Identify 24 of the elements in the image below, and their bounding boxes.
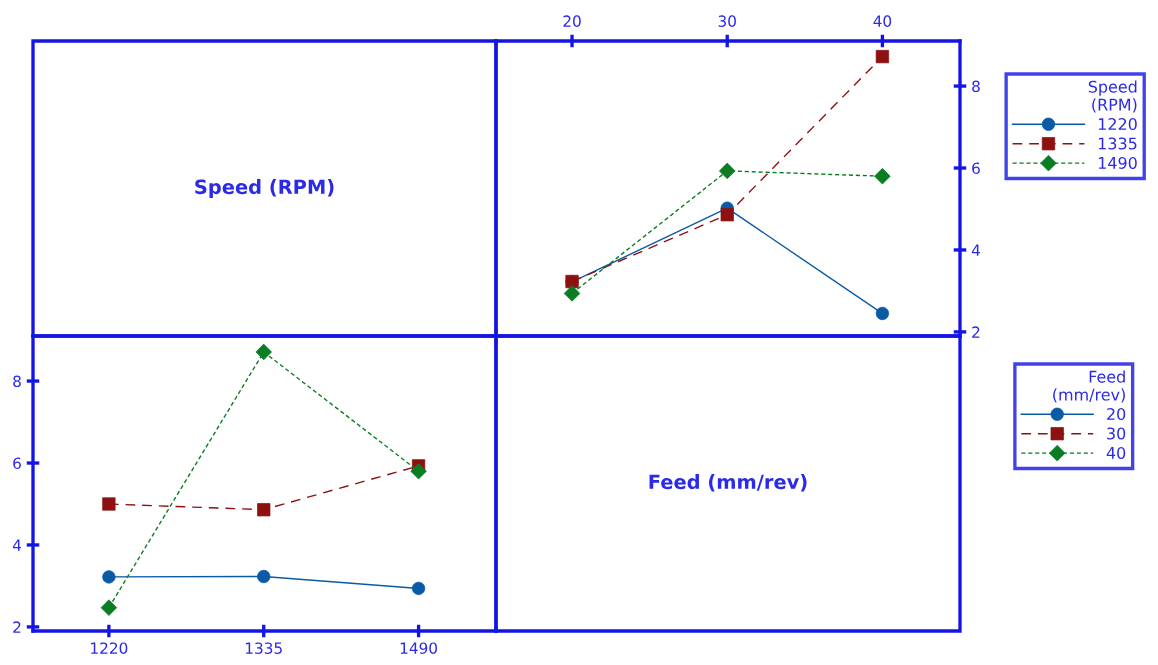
- y-tick-label: 6: [972, 162, 980, 175]
- legend-label: 20: [1107, 407, 1126, 421]
- legend-label: 1220: [1098, 117, 1137, 131]
- legend-label: 1490: [1098, 156, 1137, 169]
- x-tick-label: 1220: [91, 642, 128, 654]
- x-axis-title: Speed (RPM): [195, 179, 334, 198]
- y-tick-label: 8: [972, 80, 980, 93]
- x-tick-label: 40: [873, 15, 892, 27]
- legend-label: 30: [1107, 427, 1126, 440]
- y-tick-label: 6: [13, 457, 21, 470]
- y-tick-label: 8: [13, 375, 21, 388]
- x-tick-label: 1335: [245, 642, 282, 654]
- legend-title: Speed (RPM): [1088, 80, 1137, 113]
- legend-label: 40: [1106, 446, 1126, 459]
- y-tick-label: 4: [971, 244, 980, 256]
- y-tick-label: 4: [12, 539, 22, 551]
- x-axis-title: Feed (mm/rev): [649, 474, 807, 492]
- legend-title: Feed (mm/rev): [1053, 370, 1125, 403]
- x-tick-label: 1490: [400, 642, 437, 654]
- y-tick-label: 2: [13, 621, 21, 633]
- x-tick-label: 30: [718, 15, 736, 27]
- x-tick-label: 20: [563, 15, 581, 27]
- y-tick-label: 2: [972, 326, 980, 338]
- legend-label: 1335: [1098, 137, 1137, 150]
